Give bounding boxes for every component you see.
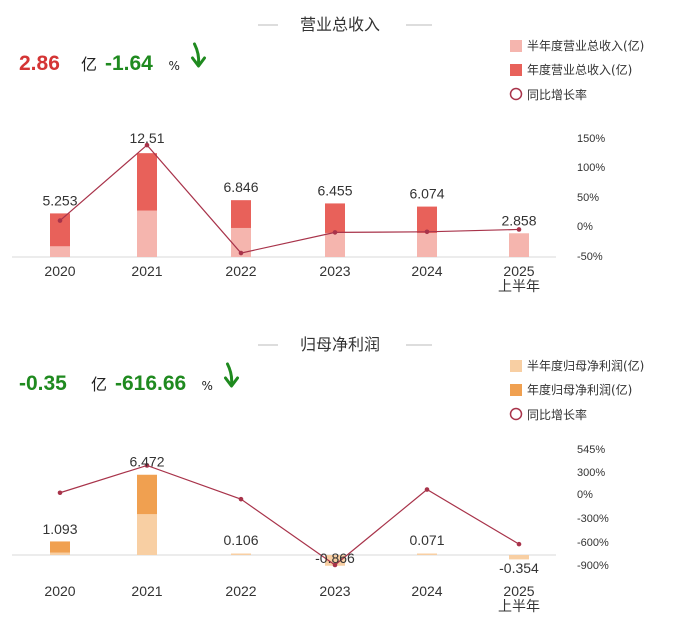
headline-unit: 亿 <box>81 55 97 74</box>
legend-label-half: 半年度营业总收入(亿) <box>527 38 644 53</box>
headline-change-unit: % <box>169 59 180 73</box>
y-right-tick: -900% <box>577 560 609 572</box>
chart-title: 营业总收入 <box>300 15 380 34</box>
bar-half <box>417 553 437 555</box>
bar-half <box>509 233 529 257</box>
headline-value: -0.35 <box>19 372 67 395</box>
down-arrow-icon <box>224 362 239 388</box>
legend-swatch-annual <box>510 384 522 396</box>
bar-annual <box>50 213 70 257</box>
y-right-tick: -600% <box>577 537 609 549</box>
y-right-tick: 50% <box>577 192 599 204</box>
legend-label-growth: 同比增长率 <box>527 87 587 102</box>
growth-point <box>332 230 338 235</box>
headline-unit: 亿 <box>91 375 107 394</box>
data-label: 5.253 <box>42 192 77 208</box>
headline-change: -1.64 <box>105 52 153 75</box>
growth-point <box>424 229 430 235</box>
data-label: 6.455 <box>317 182 352 198</box>
x-tick: 2023 <box>319 263 350 279</box>
growth-point <box>144 463 150 468</box>
bar-half <box>50 246 70 257</box>
bar-half <box>509 555 529 560</box>
x-tick: 2020 <box>44 583 75 599</box>
x-tick: 2021 <box>131 263 162 279</box>
arrow-head <box>191 56 206 68</box>
x-tick: 2022 <box>225 263 256 279</box>
down-arrow-icon <box>191 42 206 68</box>
growth-line <box>59 464 520 566</box>
y-right-tick: 300% <box>577 467 605 479</box>
growth-point <box>57 218 63 223</box>
headline-change: -616.66 <box>115 372 186 395</box>
arrow-head <box>224 376 239 388</box>
data-label: 0.071 <box>409 532 444 548</box>
growth-point <box>238 250 244 256</box>
legend-swatch-growth <box>509 87 523 101</box>
bar-half <box>50 552 70 555</box>
data-label: -0.354 <box>499 560 539 576</box>
data-label: 6.472 <box>129 454 164 470</box>
data-label: 1.093 <box>42 521 77 537</box>
bar-half <box>325 555 345 566</box>
x-tick: 2024 <box>411 583 442 599</box>
x-tick: 上半年 <box>498 278 540 294</box>
growth-point <box>144 142 150 148</box>
bar-half <box>137 514 157 555</box>
x-tick: 2023 <box>319 583 350 599</box>
bar-half <box>417 232 437 257</box>
y-right-tick: 545% <box>577 444 605 456</box>
growth-point <box>516 227 522 232</box>
y-right-tick: 0% <box>577 221 593 233</box>
legend-label-growth: 同比增长率 <box>527 407 587 422</box>
x-tick: 2021 <box>131 583 162 599</box>
legend-swatch-growth <box>509 407 523 421</box>
x-tick: 2024 <box>411 263 442 279</box>
headline-value: 2.86 <box>19 52 60 75</box>
arrow-shaft <box>226 362 234 386</box>
x-tick: 2025 <box>503 263 534 279</box>
arrow-shaft <box>193 42 201 66</box>
data-label: 6.846 <box>223 179 258 195</box>
legend-swatch-half <box>510 40 522 52</box>
legend-label-half: 半年度归母净利润(亿) <box>527 358 644 373</box>
y-right-tick: 100% <box>577 162 605 174</box>
growth-point <box>57 490 63 496</box>
bar-annual <box>50 541 70 555</box>
growth-point <box>516 541 522 547</box>
x-tick: 2022 <box>225 583 256 599</box>
y-right-tick: 0% <box>577 489 593 501</box>
chart-title: 归母净利润 <box>300 335 380 354</box>
growth-point <box>424 487 430 492</box>
growth-point <box>238 496 244 502</box>
chart-2: 归母净利润 -0.35 亿 -616.66 % 半年度归母净利润(亿) 年度归母净利润(亿)… <box>12 335 644 614</box>
growth-point <box>332 562 338 568</box>
legend-swatch-half <box>510 360 522 372</box>
legend-swatch-annual <box>510 64 522 76</box>
chart-1: 营业总收入 2.86 亿 -1.64 % 半年度营业总收入(亿) 年度营业总收入(亿) 同比增… <box>12 15 644 294</box>
data-label: -0.866 <box>315 550 355 566</box>
bar-half <box>231 553 251 555</box>
y-right-tick: 150% <box>577 133 605 145</box>
bar-half <box>325 232 345 257</box>
bar-half <box>137 210 157 257</box>
growth-line <box>59 144 520 254</box>
data-label: 6.074 <box>409 186 444 202</box>
x-tick: 上半年 <box>498 598 540 614</box>
data-label: 0.106 <box>223 532 258 548</box>
data-label: 12.51 <box>129 130 164 146</box>
legend-label-annual: 年度营业总收入(亿) <box>527 62 632 77</box>
legend-label-annual: 年度归母净利润(亿) <box>527 382 632 397</box>
x-tick: 2025 <box>503 583 534 599</box>
y-right-tick: -300% <box>577 513 609 525</box>
headline-change-unit: % <box>202 379 213 393</box>
bar-half <box>231 227 251 257</box>
data-label: 2.858 <box>501 212 536 228</box>
x-tick: 2020 <box>44 263 75 279</box>
y-right-tick: -50% <box>577 251 603 263</box>
